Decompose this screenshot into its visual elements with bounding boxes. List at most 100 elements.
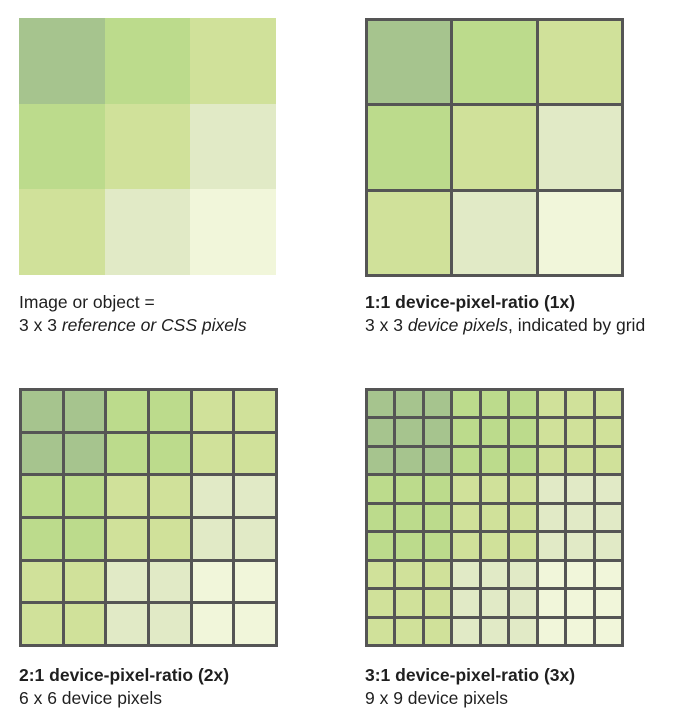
pixel-cell [481,561,508,588]
pixel-cell [64,433,105,474]
pixel-cell [567,561,593,588]
pixel-cell [481,533,508,559]
caption-line-1: 2:1 device-pixel-ratio (2x) [19,664,229,687]
pixel-cell [19,189,105,275]
pixel-cell [538,590,565,616]
pixel-cell [190,103,276,190]
pixel-cell [235,561,275,602]
caption-text: 3 x 3 [365,315,408,335]
pixel-cell [453,561,479,588]
pixel-cell [424,590,451,616]
caption-line-1: Image or object = [19,291,247,314]
pixel-cell [424,533,451,559]
pixel-cell [64,604,105,644]
caption-text: device pixels [407,315,509,335]
pixel-cell [107,519,147,559]
caption-text: reference or CSS pixels [61,315,247,335]
pixel-cell [22,391,62,431]
pixel-cell [510,391,536,417]
caption-text: 3 x 3 [19,315,62,335]
caption-text: 3:1 device-pixel-ratio (3x) [365,665,576,685]
pixel-cell [104,18,191,104]
pixel-cell [107,433,147,474]
pixel-cell [595,618,621,644]
pixel-cell [368,561,394,588]
pixel-cell [192,561,233,602]
pixel-cell [538,447,565,474]
pixel-cell [396,561,422,588]
dpr1-device-pixel-grid [365,18,624,277]
pixel-cell [567,391,593,417]
dpr2-device-pixel-grid [19,388,278,647]
pixel-cell [538,21,621,104]
pixel-cell [481,419,508,445]
pixel-cell [510,476,536,502]
pixel-cell [538,504,565,531]
pixel-cell [538,391,565,417]
pixel-cell [424,618,451,644]
pixel-cell [481,618,508,644]
pixel-cell [192,604,233,644]
pixel-cell [567,533,593,559]
pixel-cell [64,561,105,602]
pixel-cell [453,533,479,559]
pixel-cell [595,391,621,417]
pixel-cell [22,604,62,644]
pixel-cell [192,391,233,431]
caption-text: 9 x 9 device pixels [365,688,508,708]
pixel-cell [190,18,276,104]
pixel-cell [538,618,565,644]
pixel-cell [396,504,422,531]
pixel-cell [510,447,536,474]
pixel-cell [567,504,593,531]
pixel-cell [368,21,451,104]
pixel-cell [424,447,451,474]
pixel-cell [567,476,593,502]
pixel-cell [64,391,105,431]
pixel-cell [453,590,479,616]
pixel-cell [424,504,451,531]
pixel-cell [453,476,479,502]
pixel-cell [481,476,508,502]
pixel-cell [396,419,422,445]
pixel-cell [453,391,479,417]
pixel-cell [453,21,536,104]
pixel-cell [510,618,536,644]
pixel-cell [150,561,190,602]
pixel-cell [510,590,536,616]
pixel-cell [19,18,105,104]
pixel-cell [567,618,593,644]
pixel-cell [368,533,394,559]
caption-line-2: 3 x 3 device pixels, indicated by grid [365,314,645,337]
pixel-cell [107,391,147,431]
pixel-cell [538,476,565,502]
caption-text: 1:1 device-pixel-ratio (1x) [365,292,576,312]
pixel-cell [235,476,275,516]
pixel-cell [368,590,394,616]
pixel-cell [235,519,275,559]
pixel-cell [538,561,565,588]
caption-text: , indicated by grid [508,315,646,335]
pixel-cell [22,433,62,474]
pixel-cell [396,618,422,644]
pixel-cell [510,419,536,445]
pixel-cell [150,433,190,474]
pixel-cell [396,533,422,559]
caption-line-1: 3:1 device-pixel-ratio (3x) [365,664,575,687]
pixel-cell [235,391,275,431]
pixel-cell [510,533,536,559]
pixel-cell [150,391,190,431]
dpr1-caption: 1:1 device-pixel-ratio (1x) 3 x 3 device… [365,291,645,337]
pixel-cell [107,476,147,516]
pixel-cell [595,504,621,531]
pixel-cell [424,561,451,588]
pixel-cell [368,504,394,531]
pixel-cell [538,191,621,274]
pixel-cell [595,561,621,588]
pixel-cell [538,533,565,559]
pixel-cell [567,590,593,616]
pixel-cell [368,106,451,189]
pixel-cell [424,391,451,417]
pixel-cell [424,476,451,502]
caption-text: 6 x 6 device pixels [19,688,162,708]
